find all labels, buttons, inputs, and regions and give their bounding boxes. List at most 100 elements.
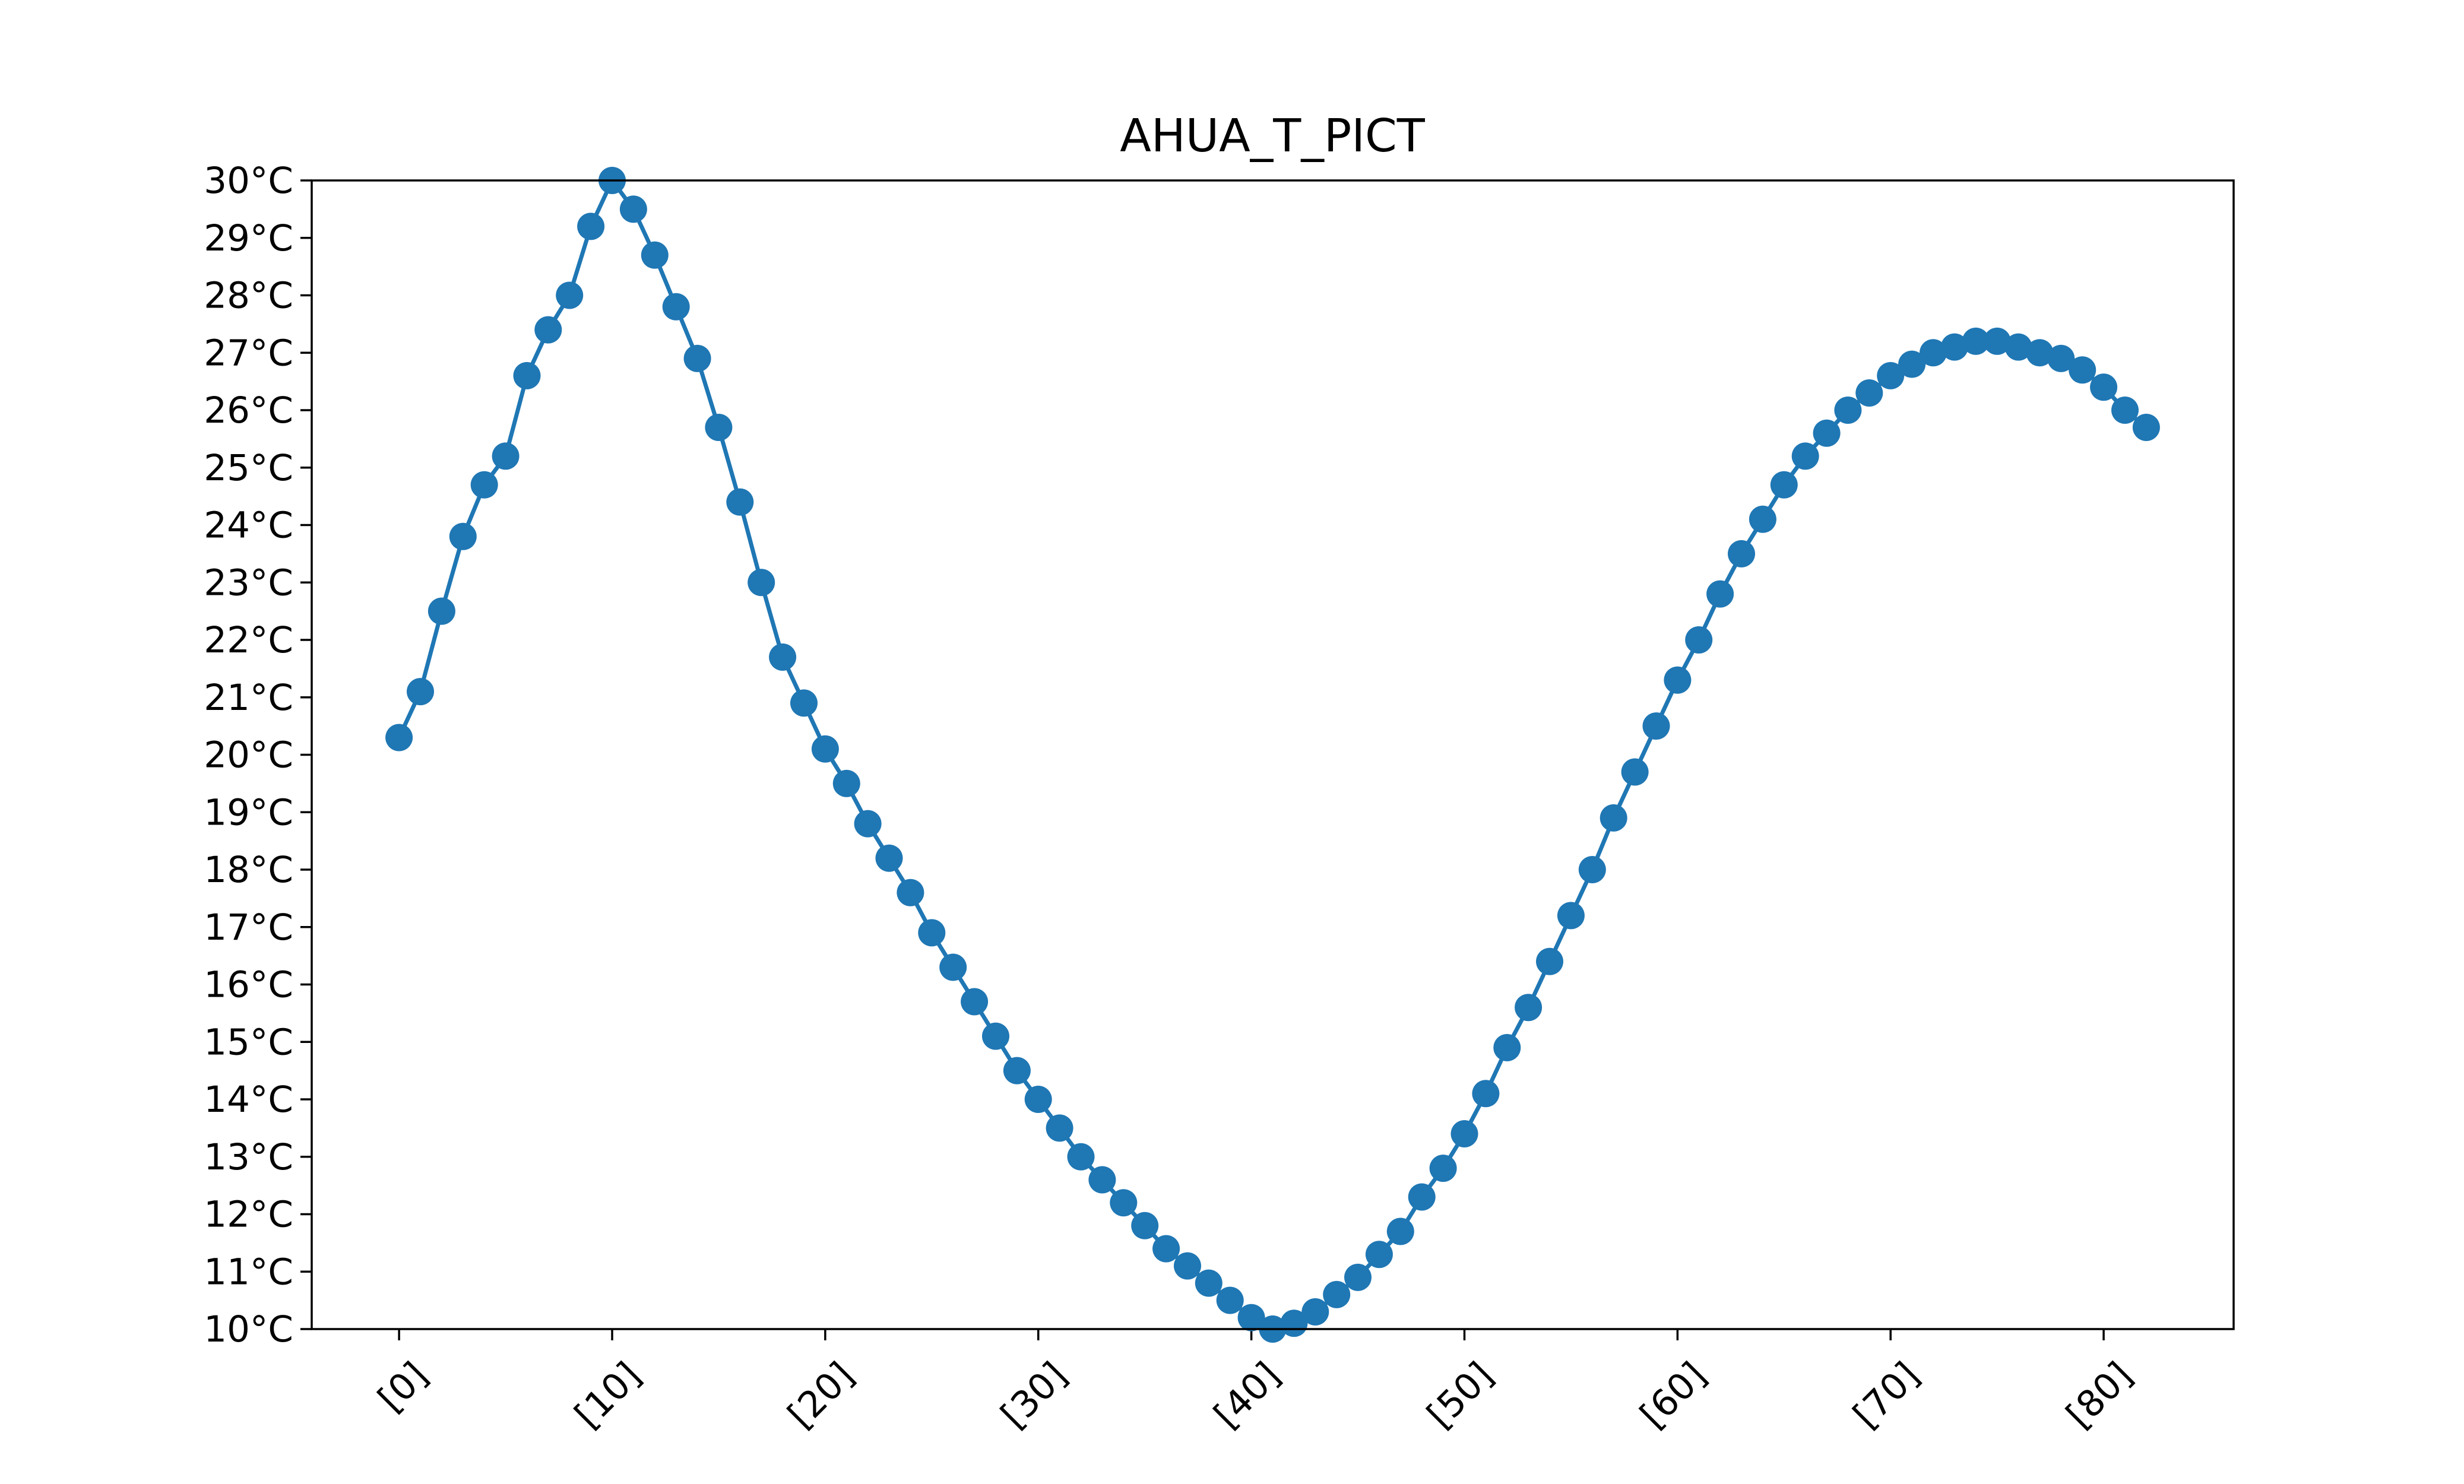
data-point [1664, 666, 1692, 694]
data-point [492, 442, 520, 470]
data-point [1940, 333, 1968, 361]
data-point [1024, 1086, 1052, 1113]
data-point [1578, 856, 1606, 883]
data-point [1791, 442, 1819, 470]
data-point [683, 344, 711, 372]
data-point [1386, 1217, 1414, 1245]
axes-frame [311, 179, 2235, 1330]
data-point [769, 643, 797, 671]
data-point [1195, 1269, 1223, 1297]
data-point [1706, 580, 1734, 608]
y-tick-label: 22°C [204, 619, 293, 661]
data-point [748, 569, 775, 597]
data-point [1088, 1166, 1116, 1194]
data-point [1834, 397, 1862, 424]
data-point [1770, 471, 1798, 499]
data-point [1515, 994, 1543, 1022]
data-point [662, 293, 690, 321]
data-point [1962, 327, 1990, 355]
y-tick-label: 25°C [204, 447, 293, 489]
data-point [2047, 344, 2075, 372]
y-tick-label: 19°C [204, 791, 293, 833]
data-point [1110, 1189, 1138, 1217]
data-point [875, 844, 903, 872]
data-point [556, 281, 584, 309]
y-tick-label: 18°C [204, 849, 293, 891]
data-point [1920, 339, 1947, 367]
data-point [449, 522, 477, 550]
data-point [1898, 350, 1926, 378]
data-point [1621, 758, 1649, 786]
y-tick-label: 20°C [204, 734, 293, 776]
data-point [2111, 397, 2139, 424]
x-tick-label: [40] [1206, 1354, 1288, 1437]
data-point [918, 919, 946, 947]
series-line [397, 178, 2148, 1331]
data-point [2069, 356, 2096, 384]
data-point [1536, 947, 1563, 975]
data-point [897, 879, 924, 906]
data-point [1237, 1304, 1265, 1331]
data-point [2132, 414, 2160, 441]
data-point [641, 241, 669, 269]
data-point [470, 471, 498, 499]
data-point [811, 735, 839, 763]
x-tick-label: [70] [1845, 1354, 1928, 1437]
data-point [705, 414, 733, 441]
data-point [1493, 1033, 1521, 1061]
data-point [385, 724, 413, 751]
data-point [1429, 1155, 1457, 1182]
y-tick-label: 12°C [204, 1194, 293, 1236]
data-point [1003, 1057, 1031, 1085]
data-point [1749, 505, 1776, 533]
data-point [1685, 626, 1713, 654]
data-point [2004, 333, 2032, 361]
y-tick-label: 28°C [204, 275, 293, 317]
data-point [1408, 1183, 1436, 1211]
data-point [1344, 1263, 1372, 1291]
x-tick-label: [0] [370, 1354, 436, 1420]
data-point [726, 488, 754, 516]
x-tick-label: [30] [993, 1354, 1075, 1437]
y-tick-label: 27°C [204, 332, 293, 374]
data-point [619, 195, 647, 223]
data-point [982, 1022, 1009, 1050]
data-point [407, 678, 434, 706]
data-point [2026, 339, 2054, 367]
data-point [1174, 1252, 1201, 1280]
data-point [1472, 1080, 1500, 1108]
data-point [832, 769, 860, 797]
x-tick-label: [60] [1632, 1354, 1715, 1437]
data-point [1450, 1120, 1478, 1147]
data-point [1877, 362, 1905, 389]
y-tick-label: 11°C [204, 1251, 293, 1293]
y-tick-label: 16°C [204, 964, 293, 1006]
data-point [577, 213, 605, 240]
data-point [1067, 1143, 1095, 1171]
y-tick-label: 21°C [204, 677, 293, 719]
x-axis: [0] [10] [20] [30] [40] [50] [60] [70] [80] [370, 1329, 2140, 1437]
data-point [1983, 327, 2011, 355]
y-tick-label: 17°C [204, 906, 293, 949]
y-tick-label: 14°C [204, 1079, 293, 1121]
data-point [1855, 379, 1883, 407]
plot-area [385, 167, 2160, 1343]
data-point [1301, 1298, 1329, 1326]
y-tick-label: 30°C [204, 160, 293, 202]
y-tick-label: 26°C [204, 389, 293, 432]
data-point [1152, 1235, 1180, 1263]
data-point [1728, 540, 1755, 567]
data-point [790, 689, 818, 717]
data-point [2090, 373, 2118, 401]
data-point [939, 953, 967, 981]
x-tick-label: [50] [1419, 1354, 1502, 1437]
data-point [961, 988, 989, 1016]
y-axis: 10°C 11°C 12°C 13°C 14°C 15°C 16°C 17°C 18°C 19°C… [204, 160, 312, 1350]
data-point [1557, 902, 1585, 930]
chart-title: AHUA_T_PICT [1120, 110, 1426, 163]
y-tick-label: 29°C [204, 217, 293, 259]
data-point [1046, 1114, 1073, 1142]
y-tick-label: 23°C [204, 562, 293, 604]
x-tick-label: [20] [780, 1354, 862, 1437]
